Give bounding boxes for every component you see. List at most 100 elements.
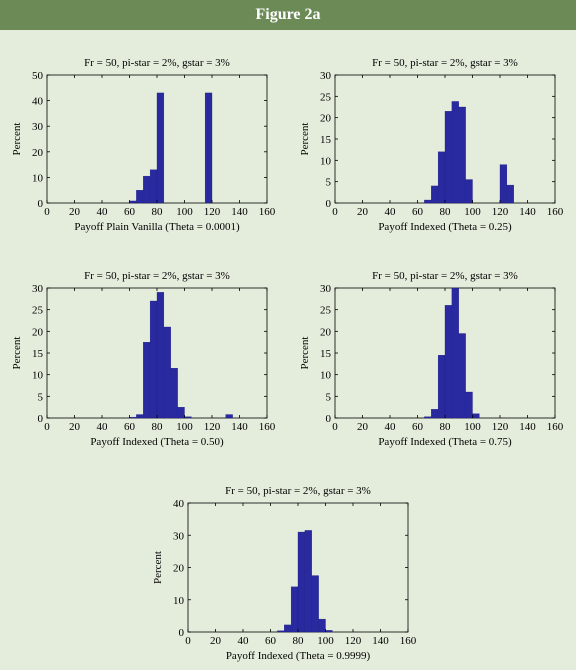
histogram-bar: [311, 575, 319, 633]
figure-banner: Figure 2a: [0, 0, 576, 30]
histogram-bar: [318, 618, 326, 633]
histogram-bar: [225, 414, 233, 419]
chart-title: Fr = 50, pi-star = 2%, gstar = 3%: [84, 57, 230, 69]
y-tick-label: 20: [32, 326, 44, 338]
histogram-panel-4: 0 20 40 60 80 100 120 140 160 0 5 10 15 20 25 30 Fr = 50…: [299, 270, 564, 448]
histogram-bar: [304, 530, 312, 633]
histogram-bar: [156, 292, 165, 419]
histogram-bar: [143, 342, 151, 419]
histogram-bar: [465, 179, 473, 204]
x-tick-label: 80: [152, 206, 164, 218]
y-tick-label: 20: [32, 147, 44, 159]
x-tick-label: 120: [492, 421, 509, 433]
y-tick-label: 30: [320, 70, 332, 82]
y-tick-label: 30: [32, 121, 44, 133]
histogram-bar: [290, 586, 299, 633]
y-tick-label: 5: [326, 391, 332, 403]
histogram-bar: [444, 111, 453, 204]
histogram-bar: [465, 391, 473, 419]
histogram-panel-2: 0 20 40 60 80 100 120 140 160 0 5 10 15 20 25 30 Fr = 50…: [299, 57, 564, 233]
histogram-bar: [149, 169, 158, 204]
histogram-bar: [499, 164, 508, 204]
x-tick-label: 0: [332, 206, 338, 218]
x-tick-label: 40: [238, 635, 250, 647]
y-tick-label: 0: [326, 198, 332, 210]
x-tick-label: 120: [204, 206, 221, 218]
x-tick-label: 0: [185, 635, 191, 647]
histogram-bar: [136, 190, 144, 204]
histogram-panel-5: 0 20 40 60 80 100 120 140 160 0 10 20 30 40 Fr = 50, p…: [152, 485, 417, 662]
histogram-bar: [297, 531, 306, 633]
x-tick-label: 20: [357, 421, 369, 433]
y-tick-label: 30: [173, 530, 185, 542]
x-tick-label: 40: [97, 206, 109, 218]
x-tick-label: 40: [385, 206, 397, 218]
x-tick-label: 140: [231, 421, 248, 433]
y-tick-label: 25: [32, 305, 44, 317]
histogram-bar: [136, 414, 144, 419]
x-tick-label: 80: [293, 635, 305, 647]
y-tick-label: 40: [173, 498, 185, 510]
y-tick-label: 0: [38, 413, 44, 425]
y-tick-label: 10: [320, 370, 332, 382]
y-tick-label: 0: [38, 198, 44, 210]
x-tick-label: 140: [372, 635, 389, 647]
histogram-bar: [437, 355, 446, 419]
histogram-bar: [458, 106, 466, 204]
histogram-bar: [149, 300, 158, 419]
x-tick-label: 120: [492, 206, 509, 218]
histogram-bar: [277, 630, 285, 633]
histogram-bar: [424, 199, 432, 204]
y-tick-label: 25: [320, 305, 332, 317]
x-tick-label: 60: [265, 635, 277, 647]
histogram-bar: [156, 92, 165, 204]
y-tick-label: 30: [320, 283, 332, 295]
x-tick-label: 40: [385, 421, 397, 433]
x-tick-label: 100: [464, 206, 481, 218]
x-tick-label: 160: [547, 421, 564, 433]
x-tick-label: 140: [231, 206, 248, 218]
histogram-bar: [451, 287, 459, 419]
histogram-bar: [184, 416, 192, 419]
chart-title: Fr = 50, pi-star = 2%, gstar = 3%: [372, 270, 518, 282]
x-tick-label: 100: [176, 421, 193, 433]
x-tick-label: 100: [464, 421, 481, 433]
histogram-bar: [129, 200, 137, 204]
chart-title: Fr = 50, pi-star = 2%, gstar = 3%: [225, 485, 371, 497]
x-tick-label: 40: [97, 421, 109, 433]
y-tick-label: 5: [38, 391, 44, 403]
x-axis-label: Payoff Indexed (Theta = 0.50): [90, 436, 224, 448]
y-tick-label: 40: [32, 96, 44, 108]
x-tick-label: 80: [440, 421, 452, 433]
x-tick-label: 140: [519, 206, 536, 218]
histogram-bar: [325, 630, 333, 633]
histogram-bar: [143, 175, 151, 204]
histogram-bar: [177, 407, 185, 419]
x-tick-label: 60: [124, 421, 136, 433]
histogram-panel-1: 0 20 40 60 80 100 120 140 160 0 10 20 30 40 50 Fr = 50,…: [11, 57, 276, 233]
histogram-bar: [424, 416, 432, 419]
x-tick-label: 160: [259, 206, 276, 218]
chart-title: Fr = 50, pi-star = 2%, gstar = 3%: [372, 57, 518, 69]
x-tick-label: 100: [317, 635, 334, 647]
x-tick-label: 60: [412, 206, 424, 218]
y-tick-label: 15: [320, 348, 332, 360]
y-tick-label: 0: [326, 413, 332, 425]
histogram-bar: [451, 101, 459, 204]
histogram-bar: [204, 92, 213, 204]
histogram-panel-3: 0 20 40 60 80 100 120 140 160 0 5 10 15 20 25 30 Fr = 50…: [11, 270, 276, 448]
y-tick-label: 20: [173, 563, 185, 575]
x-tick-label: 20: [357, 206, 369, 218]
histogram-bar: [506, 184, 514, 204]
y-tick-label: 15: [32, 348, 44, 360]
x-tick-label: 160: [259, 421, 276, 433]
histogram-bar: [129, 416, 137, 419]
y-tick-label: 10: [320, 155, 332, 167]
y-tick-label: 0: [179, 627, 185, 639]
x-tick-label: 20: [210, 635, 222, 647]
x-axis-label: Payoff Indexed (Theta = 0.75): [378, 436, 512, 448]
x-tick-label: 20: [69, 206, 81, 218]
x-tick-label: 120: [204, 421, 221, 433]
histogram-bar: [284, 624, 292, 633]
